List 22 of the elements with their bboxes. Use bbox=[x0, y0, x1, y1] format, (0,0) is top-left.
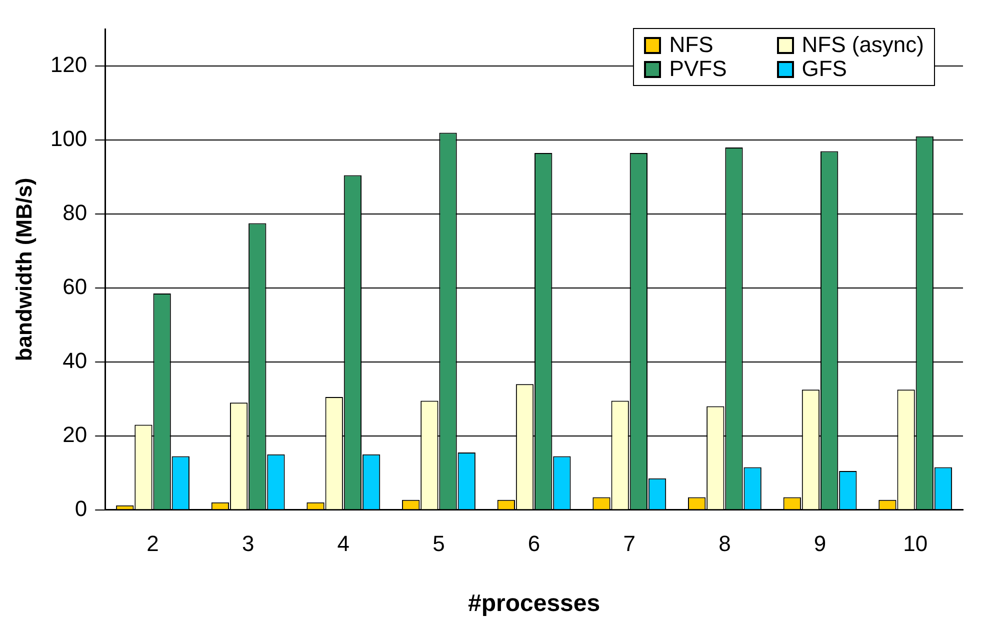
y-tick-label: 100 bbox=[50, 126, 88, 152]
x-axis-title: #processes bbox=[468, 590, 600, 618]
x-tick-label: 8 bbox=[718, 531, 731, 556]
x-tick-label: 7 bbox=[623, 531, 636, 556]
legend-label: NFS bbox=[669, 32, 714, 57]
y-tick-label: 120 bbox=[50, 52, 88, 78]
x-tick-label: 5 bbox=[432, 531, 445, 556]
y-axis-title: bandwidth (MB/s) bbox=[11, 178, 36, 362]
legend-label: GFS bbox=[802, 56, 847, 81]
y-tick-label: 0 bbox=[74, 496, 88, 521]
x-tick-label: 9 bbox=[814, 531, 826, 556]
y-tick-label: 20 bbox=[62, 422, 88, 447]
x-tick-label: 6 bbox=[528, 531, 540, 556]
y-tick-label: 60 bbox=[62, 274, 88, 300]
y-tick-label: 80 bbox=[62, 200, 88, 226]
legend-label: PVFS bbox=[669, 56, 727, 81]
x-tick-label: 2 bbox=[146, 531, 159, 556]
x-tick-label: 4 bbox=[337, 531, 350, 556]
y-tick-label: 40 bbox=[62, 348, 88, 373]
x-tick-label: 10 bbox=[903, 531, 928, 556]
legend-label: NFS (async) bbox=[802, 32, 924, 57]
x-tick-label: 3 bbox=[242, 531, 254, 556]
